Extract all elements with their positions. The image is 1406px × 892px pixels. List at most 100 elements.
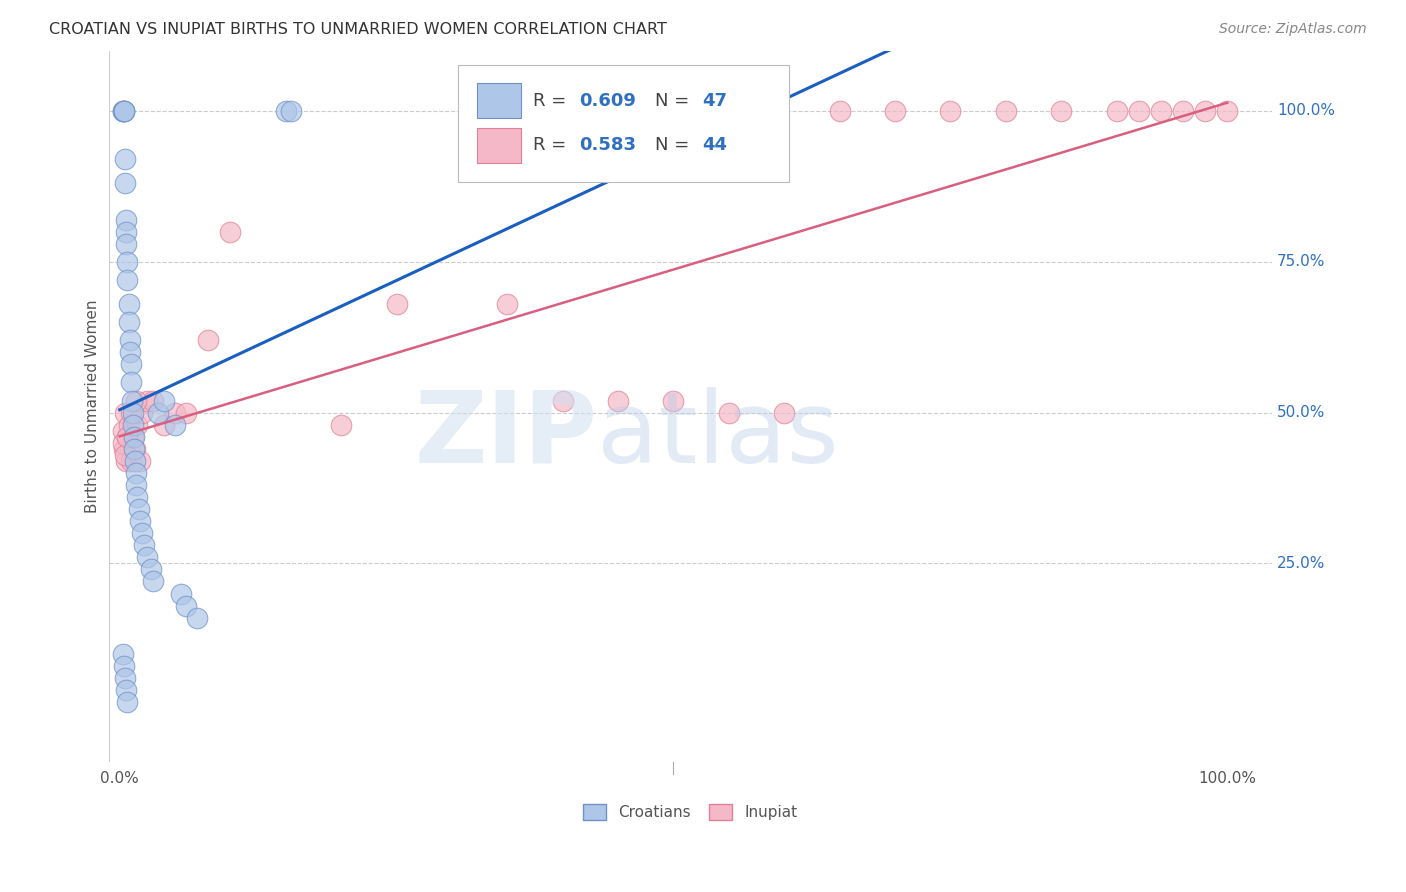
Point — [117, 254, 139, 268]
Bar — [477, 128, 522, 163]
Text: 25.0%: 25.0% — [1277, 556, 1326, 571]
Point — [120, 357, 142, 371]
Point — [117, 273, 139, 287]
Point — [117, 297, 139, 311]
Point — [118, 333, 141, 347]
Text: 100.0%: 100.0% — [1277, 103, 1336, 119]
Point — [153, 393, 176, 408]
Point — [1171, 103, 1194, 118]
Point — [124, 454, 146, 468]
Point — [112, 103, 135, 118]
Text: R =: R = — [533, 136, 572, 154]
Text: 0.583: 0.583 — [579, 136, 637, 154]
Point — [117, 315, 139, 329]
Point — [1150, 103, 1173, 118]
Text: N =: N = — [655, 92, 695, 110]
Point — [1105, 103, 1128, 118]
Point — [118, 442, 141, 456]
FancyBboxPatch shape — [457, 65, 789, 182]
Point — [939, 103, 962, 118]
Point — [112, 103, 135, 118]
Point — [274, 103, 297, 118]
Point — [115, 236, 138, 251]
Text: 0.609: 0.609 — [579, 92, 637, 110]
Point — [128, 514, 150, 528]
Point — [114, 406, 136, 420]
Point — [120, 376, 142, 390]
Bar — [477, 83, 522, 119]
Point — [128, 502, 150, 516]
Point — [118, 345, 141, 359]
Point — [125, 478, 148, 492]
Y-axis label: Births to Unmarried Women: Births to Unmarried Women — [86, 300, 100, 513]
Text: Source: ZipAtlas.com: Source: ZipAtlas.com — [1219, 22, 1367, 37]
Point — [1194, 103, 1216, 118]
Point — [122, 430, 145, 444]
Text: CROATIAN VS INUPIAT BIRTHS TO UNMARRIED WOMEN CORRELATION CHART: CROATIAN VS INUPIAT BIRTHS TO UNMARRIED … — [49, 22, 666, 37]
Point — [128, 454, 150, 468]
Point — [139, 562, 162, 576]
Point — [120, 454, 142, 468]
Point — [1128, 103, 1150, 118]
Point — [496, 297, 519, 311]
Point — [114, 448, 136, 462]
Point — [142, 393, 165, 408]
Point — [994, 103, 1017, 118]
Text: N =: N = — [655, 136, 695, 154]
Text: 0.0%: 0.0% — [100, 772, 139, 787]
Point — [607, 393, 630, 408]
Point — [717, 406, 740, 420]
Point — [1050, 103, 1073, 118]
Point — [117, 417, 139, 432]
Point — [115, 225, 138, 239]
Point — [197, 333, 219, 347]
Point — [114, 177, 136, 191]
Point — [115, 454, 138, 468]
Point — [280, 103, 302, 118]
Text: atlas: atlas — [598, 386, 839, 483]
Point — [112, 435, 135, 450]
Point — [136, 550, 159, 565]
Point — [127, 417, 149, 432]
Point — [114, 153, 136, 167]
Point — [174, 599, 197, 613]
Point — [112, 103, 135, 118]
Text: 44: 44 — [702, 136, 727, 154]
Point — [165, 406, 187, 420]
Point — [174, 406, 197, 420]
Point — [136, 393, 159, 408]
Point — [122, 430, 145, 444]
Point — [132, 538, 155, 552]
Text: 100.0%: 100.0% — [1198, 772, 1257, 787]
Point — [131, 406, 153, 420]
Point — [773, 406, 796, 420]
Point — [117, 430, 139, 444]
Point — [117, 695, 139, 709]
Point — [828, 103, 851, 118]
Point — [131, 526, 153, 541]
Point — [153, 417, 176, 432]
Point — [122, 406, 145, 420]
Point — [124, 442, 146, 456]
Text: ZIP: ZIP — [415, 386, 598, 483]
Point — [148, 406, 170, 420]
Point — [115, 683, 138, 698]
Point — [551, 393, 574, 408]
Point — [112, 103, 135, 118]
Point — [112, 103, 135, 118]
Point — [186, 610, 208, 624]
Point — [219, 225, 242, 239]
Point — [169, 586, 191, 600]
Point — [122, 442, 145, 456]
Point — [165, 417, 187, 432]
Point — [117, 430, 139, 444]
Point — [884, 103, 907, 118]
Point — [142, 574, 165, 589]
Point — [112, 424, 135, 438]
Point — [115, 212, 138, 227]
Point — [385, 297, 408, 311]
Point — [122, 417, 145, 432]
Point — [120, 406, 142, 420]
Text: R =: R = — [533, 92, 572, 110]
Point — [125, 466, 148, 480]
